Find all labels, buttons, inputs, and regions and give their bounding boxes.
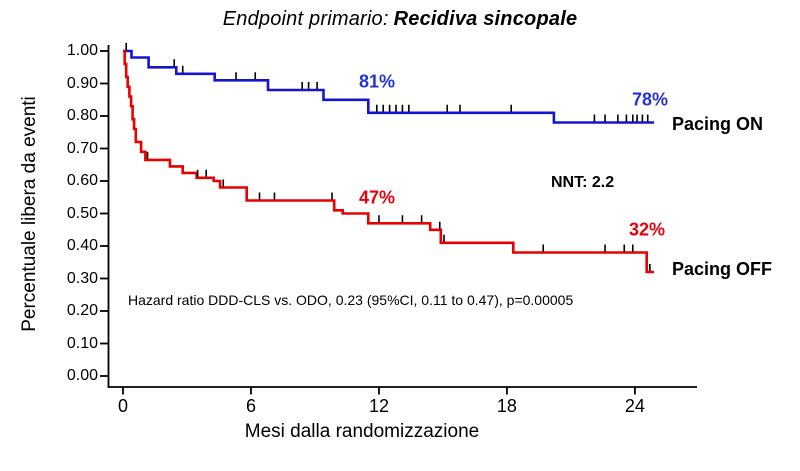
chart-title-emphasis: Recidiva sincopale	[393, 8, 578, 30]
y-tick-label: 0.40	[66, 237, 98, 254]
y-tick-label: 0.70	[66, 139, 98, 157]
chart-title-prefix: Endpoint primario:	[222, 8, 389, 30]
x-tick-label: 18	[496, 396, 517, 416]
pacing-off-24m-label: 32%	[628, 219, 666, 240]
pacing-off-12m-label: 47%	[358, 187, 396, 208]
y-axis-title: Percentuale libera da eventi	[19, 96, 40, 332]
x-tick-label: 24	[624, 396, 645, 416]
nnt-annotation: NNT: 2.2	[551, 174, 615, 191]
chart-title: Endpoint primario: Recidiva sincopale	[0, 8, 800, 31]
pacing-on-24m-label: 78%	[631, 89, 669, 110]
y-tick-label: 0.30	[66, 269, 98, 287]
pacing-off-series-label: Pacing OFF	[672, 259, 773, 279]
y-tick-label: 0.80	[66, 107, 98, 124]
x-axis-title: Mesi dalla randomizzazione	[244, 421, 480, 442]
pacing-on-curve	[123, 49, 655, 124]
hazard-ratio-annotation: Hazard ratio DDD-CLS vs. ODO, 0.23 (95%C…	[128, 292, 574, 308]
pacing-on-series-label: Pacing ON	[672, 114, 764, 134]
y-tick-label: 0.20	[66, 302, 98, 319]
y-tick-label: 0.50	[66, 204, 98, 222]
x-tick-label: 0	[117, 396, 129, 416]
y-tick-label: 0.00	[66, 367, 98, 384]
x-tick-label: 12	[368, 396, 389, 416]
pacing-on-12m-label: 81%	[358, 71, 396, 92]
y-tick-label: 0.90	[66, 74, 98, 92]
pacing-off-curve	[123, 49, 655, 274]
y-tick-label: 0.60	[66, 172, 98, 189]
y-tick-label: 0.10	[66, 334, 98, 352]
y-tick-label: 1.00	[66, 42, 98, 59]
x-tick-label: 6	[245, 396, 256, 416]
